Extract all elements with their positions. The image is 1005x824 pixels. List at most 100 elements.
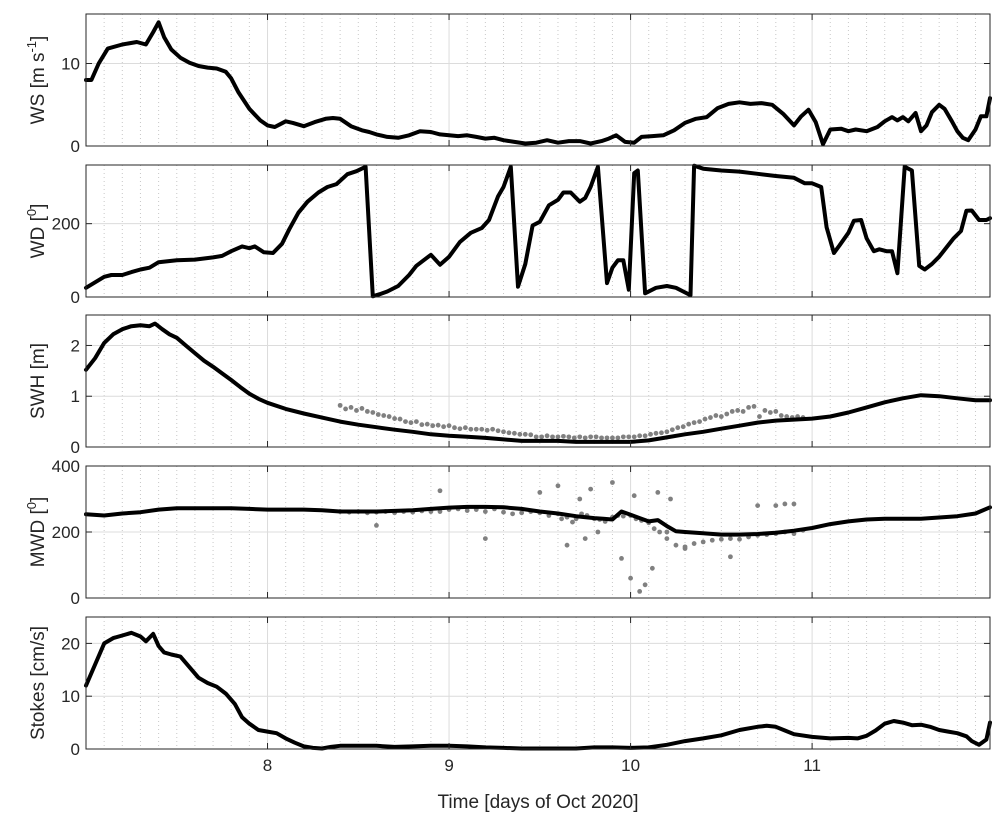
scatter-point [561, 433, 566, 439]
scatter-point [501, 429, 506, 435]
scatter-point [791, 501, 797, 507]
scatter-point [506, 430, 512, 436]
scatter-point [773, 409, 779, 414]
scatter-point [386, 414, 392, 419]
x-axis-label: Time [days of Oct 2020] [438, 792, 639, 813]
scatter-point [484, 427, 490, 433]
scatter-point [610, 435, 615, 441]
scatter-point [651, 526, 657, 532]
scatter-point [746, 405, 751, 410]
scatter-point [657, 529, 663, 535]
scatter-point [697, 419, 702, 425]
scatter-point [510, 511, 515, 517]
y-tick-label: 200 [52, 215, 80, 234]
scatter-point [571, 435, 577, 441]
scatter-point [566, 434, 572, 440]
scatter-point [512, 430, 517, 436]
scatter-point [610, 480, 615, 485]
axes-box [85, 616, 991, 750]
plot-area [86, 617, 990, 749]
y-tick-label: 0 [71, 740, 80, 759]
scatter-point [343, 406, 348, 412]
scatter-point [582, 435, 588, 441]
scatter-point [555, 483, 561, 489]
scatter-point [728, 554, 733, 560]
scatter-point [495, 428, 501, 434]
y-axis-label: WS [m s-1] [24, 36, 49, 125]
scatter-point [599, 435, 604, 441]
scatter-point [691, 541, 697, 546]
scatter-point [673, 542, 679, 548]
scatter-point [519, 510, 525, 516]
scatter-point [782, 501, 788, 507]
scatter-point [718, 536, 724, 542]
scatter-point [517, 431, 523, 437]
scatter-point [735, 408, 741, 413]
axes-box [85, 164, 991, 298]
scatter-point [675, 425, 681, 431]
scatter-point [479, 426, 485, 432]
scatter-point [381, 413, 387, 418]
scatter-point [482, 536, 488, 541]
scatter-point [452, 425, 457, 431]
scatter-point [615, 435, 621, 441]
scatter-point [686, 421, 692, 427]
series-line [84, 504, 992, 537]
scatter-point [457, 426, 463, 432]
scatter-point [364, 409, 370, 414]
scatter-point [728, 536, 733, 541]
scatter-point [570, 519, 575, 525]
x-tick-label: 11 [803, 756, 821, 775]
scatter-point [668, 496, 673, 502]
scatter-point [528, 432, 534, 438]
y-tick-label: 0 [71, 288, 80, 307]
scatter-point [397, 416, 403, 422]
scatter-point [691, 420, 697, 426]
scatter-point [348, 405, 354, 410]
scatter-point [593, 434, 599, 440]
scatter-point [537, 490, 543, 495]
scatter-point [555, 434, 561, 440]
scatter-point [628, 575, 633, 581]
y-axis-label: Stokes [cm/s] [28, 626, 49, 740]
scatter-point [680, 424, 686, 430]
scatter-point [464, 508, 470, 513]
axes-box [85, 13, 991, 147]
scatter-point [533, 434, 539, 440]
scatter-point [718, 414, 724, 419]
panel-4: 0 200 400 MWD [0] [24, 457, 992, 608]
scatter-point [550, 434, 555, 440]
x-tick-label: 10 [621, 756, 640, 775]
y-tick-label: 0 [71, 589, 80, 608]
y-axis-label: SWH [m] [28, 343, 49, 419]
scatter-point [462, 425, 468, 431]
scatter-point [337, 402, 343, 408]
x-tick-label: 9 [444, 756, 453, 775]
series-line [84, 20, 992, 147]
scatter-point [544, 433, 550, 439]
scatter-point [582, 536, 588, 541]
y-tick-label: 10 [61, 687, 80, 706]
y-tick-label: 200 [52, 523, 80, 542]
scatter-point [359, 406, 365, 411]
scatter-point [539, 434, 545, 440]
scatter-point [604, 435, 610, 441]
series-line [84, 321, 992, 444]
scatter-point [375, 412, 381, 417]
scatter-point [724, 411, 730, 417]
scatter-point [713, 413, 719, 418]
y-tick-label: 400 [52, 457, 80, 476]
scatter-point [637, 589, 643, 594]
scatter-point [767, 410, 773, 415]
scatter-point [392, 416, 397, 421]
y-tick-label: 10 [61, 55, 80, 74]
scatter-point [631, 493, 637, 499]
scatter-point [437, 488, 443, 494]
scatter-point [490, 426, 496, 432]
scatter-point [631, 434, 637, 440]
scatter-point [762, 408, 768, 413]
scatter-point [708, 415, 713, 420]
scatter-point [700, 539, 706, 545]
plot-area [86, 315, 990, 447]
